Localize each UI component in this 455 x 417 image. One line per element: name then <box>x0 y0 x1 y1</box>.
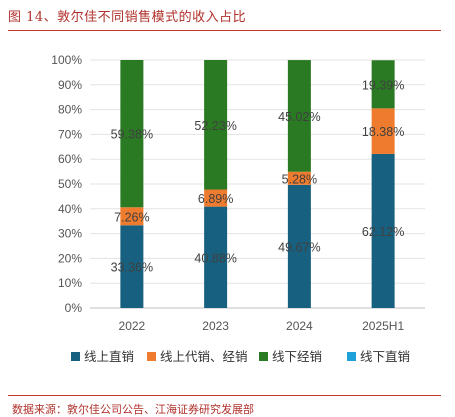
chart-title: 图 14、敦尔佳不同销售模式的收入占比 <box>8 10 247 25</box>
bar-segment <box>204 189 228 207</box>
data-label: 6.89% <box>198 192 233 206</box>
legend-label: 线下直销 <box>360 349 410 364</box>
legend-swatch <box>347 352 356 361</box>
data-labels: 33.36% 7.26% 59.38% 40.88% 6.89% 52.23% 49.67%… <box>111 78 405 274</box>
data-label: 52.23% <box>194 119 236 133</box>
legend-swatch <box>259 352 268 361</box>
y-tick-label: 40% <box>58 202 82 216</box>
y-tick-label: 0% <box>65 301 83 315</box>
legend-swatch <box>147 352 156 361</box>
y-tick-label: 10% <box>58 276 82 290</box>
bar-segment <box>287 184 311 308</box>
gridlines <box>90 59 425 309</box>
data-label: 45.02% <box>278 110 320 124</box>
y-tick-label: 70% <box>58 127 82 141</box>
y-tick-label: 60% <box>58 152 82 166</box>
x-tick-label: 2023 <box>202 319 229 333</box>
y-axis: 0% 10% 20% 30% 40% 50% 60% 70% 80% 90% 100% <box>51 53 82 315</box>
data-label: 18.38% <box>362 125 404 139</box>
data-label: 19.39% <box>362 78 404 92</box>
data-label: 59.38% <box>111 128 153 142</box>
x-tick-label: 2025H1 <box>362 319 404 333</box>
bar-segment <box>371 153 395 308</box>
bar-segment <box>120 60 144 208</box>
bar-segment <box>120 225 144 308</box>
data-label: 62.12% <box>362 225 404 239</box>
legend-swatch <box>71 352 80 361</box>
bar-segment <box>287 60 311 172</box>
bar-segment <box>371 60 395 109</box>
bar-segment <box>204 206 228 308</box>
bar-segment <box>287 171 311 185</box>
source-rule <box>8 395 441 396</box>
y-tick-label: 30% <box>58 227 82 241</box>
title-rule <box>8 30 441 31</box>
legend-label: 线下经销 <box>272 349 322 364</box>
legend: 线上直销 线上代销、经销 线下经销 线下直销 <box>71 349 410 364</box>
legend-label: 线上代销、经销 <box>160 349 248 364</box>
y-tick-label: 100% <box>51 53 82 67</box>
data-label: 33.36% <box>111 261 153 275</box>
data-label: 7.26% <box>114 210 149 224</box>
x-axis: 2022 2023 2024 2025H1 <box>119 319 405 333</box>
data-label: 5.28% <box>282 172 317 186</box>
y-tick-label: 20% <box>58 251 82 265</box>
data-label: 49.67% <box>278 240 320 254</box>
bar-segment <box>371 108 395 154</box>
x-tick-label: 2022 <box>119 319 146 333</box>
x-tick-label: 2024 <box>286 319 313 333</box>
y-tick-label: 80% <box>58 103 82 117</box>
bar-segment <box>204 60 228 190</box>
data-label: 40.88% <box>194 251 236 265</box>
stacked-bar-chart: 0% 10% 20% 30% 40% 50% 60% 70% 80% 90% 100% 33.36%… <box>51 53 425 364</box>
source-note: 数据来源：敦尔佳公司公告、江海证券研究发展部 <box>12 403 254 416</box>
bar-segment <box>120 207 144 226</box>
bars <box>120 60 395 308</box>
y-tick-label: 90% <box>58 78 82 92</box>
legend-label: 线上直销 <box>84 349 134 364</box>
y-tick-label: 50% <box>58 177 82 191</box>
